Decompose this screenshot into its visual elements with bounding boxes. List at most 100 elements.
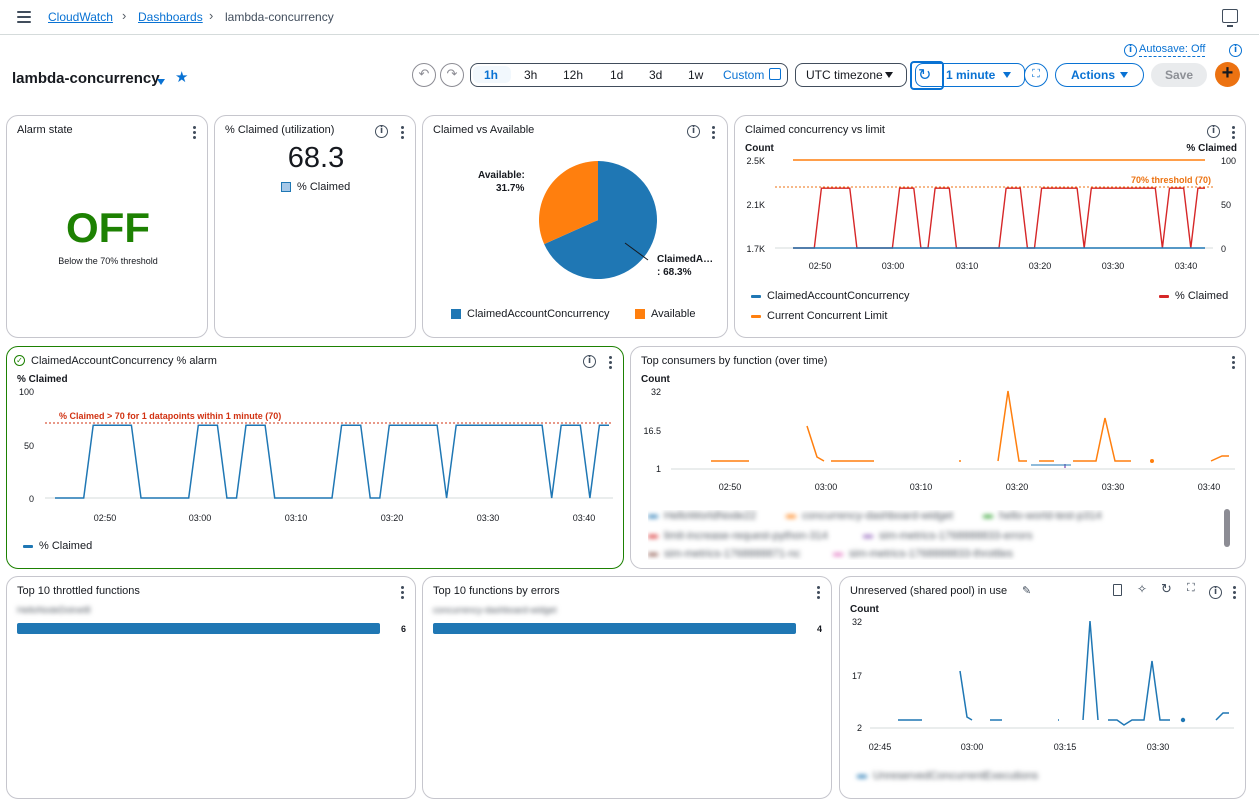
x-tick: 03:30 (1102, 261, 1125, 271)
widget-title: Top 10 functions by errors (433, 585, 560, 597)
y-tick-left: 2.5K (746, 156, 765, 166)
widget-menu-icon[interactable] (401, 126, 405, 141)
y-tick-right: 0 (1221, 244, 1226, 254)
bar (433, 623, 796, 634)
legend-swatch (451, 309, 461, 319)
legend-label: ClaimedAccountConcurrency (767, 290, 909, 302)
y-axis-label: Count (641, 374, 671, 385)
legend-item: sim-metrics-1768888871-nc (648, 548, 800, 560)
x-tick: 02:50 (94, 513, 117, 523)
legend-label: % Claimed (1175, 290, 1228, 302)
series--claimed (793, 188, 1205, 248)
widget-alarm-chart: ✓ ClaimedAccountConcurrency % alarm i % … (6, 346, 624, 569)
legend-item: hello-world-test-p314 (983, 510, 1102, 522)
widget-menu-icon[interactable] (401, 586, 405, 601)
legend-item: HelloWorldNode22 (648, 510, 756, 522)
widget-top-errors: Top 10 functions by errors concurrency-d… (422, 576, 832, 799)
legend-item: sim-metrics-1768888833-throttles (833, 548, 1013, 560)
range-1d[interactable]: 1d (610, 68, 623, 82)
title-dropdown-icon[interactable] (157, 79, 165, 85)
widget-title: Alarm state (17, 124, 73, 136)
threshold-label: 70% threshold (70) (1131, 175, 1211, 185)
utilization-value: 68.3 (215, 142, 416, 175)
widget-menu-icon[interactable] (817, 586, 821, 601)
breadcrumb-current: lambda-concurrency (225, 10, 334, 24)
legend-scrollbar[interactable] (1224, 509, 1230, 547)
legend-swatch (648, 535, 658, 538)
legend-label: limit-increase-request-python-314 (664, 530, 828, 542)
actions-button[interactable]: Actions (1055, 63, 1144, 87)
series-line (1083, 621, 1098, 720)
y-tick: 50 (24, 441, 34, 451)
legend-swatch (983, 515, 993, 518)
add-widget-button[interactable]: + (1215, 62, 1240, 87)
widget-claimed-utilization: % Claimed (utilization) i 68.3 % Claimed (214, 115, 416, 338)
legend-list: HelloWorldNode22 concurrency-dashboard-w… (648, 510, 1218, 560)
widget-alarm-state: Alarm state OFF Below the 70% threshold (6, 115, 208, 338)
y-axis-label: % Claimed (17, 374, 68, 385)
range-3h[interactable]: 3h (524, 68, 537, 82)
info-icon[interactable]: i (1229, 44, 1242, 57)
undo-button[interactable]: ↶ (412, 63, 436, 87)
autosave-toggle[interactable]: Autosave: Off (1139, 43, 1205, 57)
legend-item: UnreservedConcurrentExecutions (857, 770, 1038, 782)
x-tick: 03:00 (961, 742, 984, 752)
legend-swatch (281, 182, 291, 192)
x-tick: 03:00 (882, 261, 905, 271)
y-tick-left: 2.1K (746, 200, 765, 210)
hamburger-menu-icon[interactable] (17, 11, 31, 23)
save-button[interactable]: Save (1151, 63, 1207, 87)
range-3d[interactable]: 3d (649, 68, 662, 82)
range-1w[interactable]: 1w (688, 68, 703, 82)
legend-label: UnreservedConcurrentExecutions (873, 770, 1038, 782)
x-tick: 03:40 (1198, 482, 1221, 492)
fullscreen-button[interactable]: ⛶ (1024, 63, 1048, 87)
y-tick: 32 (852, 617, 862, 627)
x-tick: 03:10 (910, 482, 933, 492)
pie-label-claimed-pct: : 68.3% (657, 267, 692, 278)
refresh-interval-value: 1 minute (946, 68, 995, 82)
info-icon[interactable]: i (375, 125, 388, 138)
legend-label: sim-metrics-1768888833-errors (879, 530, 1032, 542)
series-point (1181, 718, 1185, 722)
bar-value: 6 (401, 624, 406, 634)
legend-item: % Claimed (23, 540, 92, 552)
alarm-state-value: OFF (7, 204, 208, 252)
x-tick: 03:20 (1029, 261, 1052, 271)
legend-label: ClaimedAccountConcurrency (467, 308, 609, 320)
x-tick: 03:15 (1054, 742, 1077, 752)
y-tick: 17 (852, 671, 862, 681)
display-settings-icon[interactable] (1222, 9, 1238, 23)
chevron-right-icon: › (122, 8, 126, 23)
range-12h[interactable]: 12h (563, 68, 583, 82)
threshold-label: % Claimed > 70 for 1 datapoints within 1… (59, 411, 281, 421)
range-1h[interactable]: 1h (484, 68, 498, 82)
widget-concurrency-vs-limit: Claimed concurrency vs limit i Count % C… (734, 115, 1246, 338)
legend-swatch (1159, 295, 1169, 298)
calendar-icon[interactable] (769, 68, 781, 80)
pie-label-claimed: ClaimedA… (657, 254, 713, 265)
time-range-selector: 1h 3h 12h 1d 3d 1w Custom (470, 63, 788, 87)
legend-label: HelloWorldNode22 (664, 510, 756, 522)
legend-item: concurrency-dashboard-widget (786, 510, 953, 522)
timezone-value: UTC timezone (806, 68, 883, 82)
widget-title: Top 10 throttled functions (17, 585, 140, 597)
info-icon[interactable]: i (1124, 44, 1137, 57)
x-tick: 03:30 (1102, 482, 1125, 492)
y-tick-left: 1.7K (746, 244, 765, 254)
series-claimed-pct (55, 425, 609, 498)
favorite-star-icon[interactable]: ★ (175, 68, 188, 86)
x-tick: 02:50 (809, 261, 832, 271)
y-tick: 100 (19, 387, 34, 397)
legend-label: % Claimed (297, 181, 350, 193)
breadcrumb-dashboards[interactable]: Dashboards (138, 10, 203, 24)
series-point (1150, 459, 1154, 463)
x-tick: 03:10 (956, 261, 979, 271)
range-custom[interactable]: Custom (723, 68, 764, 82)
redo-button[interactable]: ↷ (440, 63, 464, 87)
chevron-right-icon: › (209, 8, 213, 23)
refresh-button[interactable]: ↻ (910, 61, 944, 90)
widget-menu-icon[interactable] (193, 126, 197, 141)
legend-swatch (648, 553, 658, 556)
breadcrumb-cloudwatch[interactable]: CloudWatch (48, 10, 113, 24)
